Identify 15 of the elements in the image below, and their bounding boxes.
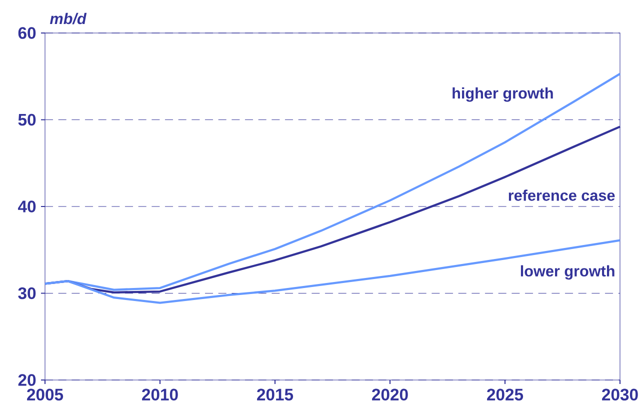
x-tick-label: 2015 [257,388,294,401]
x-tick-label: 2010 [142,388,178,401]
series-label: lower growth [520,265,614,280]
y-tick-label: 30 [18,287,36,300]
x-tick-label: 2020 [372,388,408,401]
series-label: higher growth [452,87,553,102]
x-tick-label: 2025 [487,388,524,401]
series-label: reference case [508,190,615,201]
y-axis-title: mb/d [50,12,87,24]
y-tick-label: 50 [18,114,36,126]
y-tick-label: 40 [18,200,36,212]
y-tick-label: 20 [18,374,36,386]
x-tick-label: 2005 [27,388,64,401]
y-tick-label: 60 [18,27,36,39]
x-tick-label: 2030 [602,388,638,401]
